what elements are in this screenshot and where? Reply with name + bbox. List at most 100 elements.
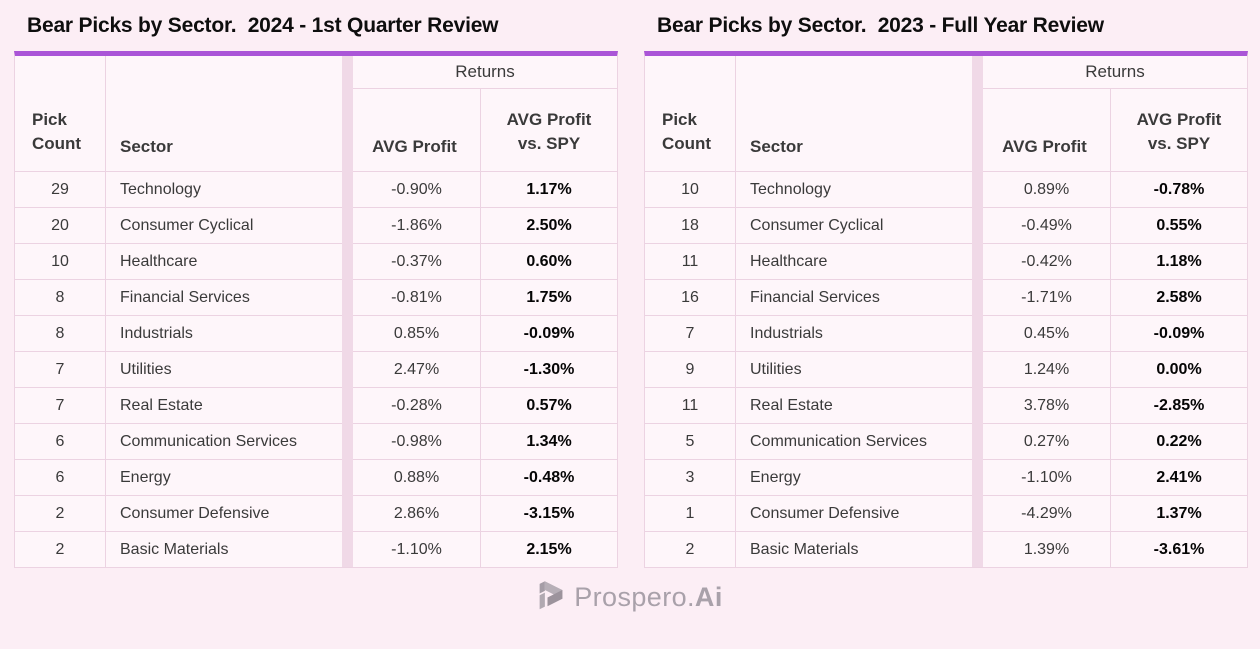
- cell-avg-profit: 0.88%: [353, 459, 481, 495]
- cell-pick-count: 1: [645, 495, 736, 531]
- cell-sector: Energy: [106, 459, 342, 495]
- column-gap-spacer: [972, 315, 983, 351]
- table-row: 6 Communication Services -0.98% 1.34%: [15, 423, 617, 459]
- column-gap-spacer: [972, 423, 983, 459]
- table-row: 3 Energy -1.10% 2.41%: [645, 459, 1247, 495]
- column-header-avg-profit-vs-spy: AVG Profit vs. SPY: [1136, 109, 1222, 154]
- column-header-avg-profit: AVG Profit: [353, 89, 481, 171]
- cell-pick-count: 2: [645, 531, 736, 567]
- cell-avg-profit-vs-spy: 2.50%: [481, 207, 617, 243]
- cell-pick-count: 7: [15, 387, 106, 423]
- column-gap-spacer: [342, 279, 353, 315]
- table-body: 10 Technology 0.89% -0.78% 18 Consumer Cyclic…: [645, 171, 1247, 567]
- cell-sector: Financial Services: [106, 279, 342, 315]
- table-row: 11 Healthcare -0.42% 1.18%: [645, 243, 1247, 279]
- cell-pick-count: 16: [645, 279, 736, 315]
- cell-avg-profit: -0.81%: [353, 279, 481, 315]
- cell-avg-profit-vs-spy: 1.18%: [1111, 243, 1247, 279]
- column-gap-spacer: [342, 387, 353, 423]
- table-title: Bear Picks by Sector. 2023 - Full Year R…: [657, 14, 1104, 37]
- cell-avg-profit-vs-spy: 1.34%: [481, 423, 617, 459]
- table-row: 5 Communication Services 0.27% 0.22%: [645, 423, 1247, 459]
- column-gap-spacer: [972, 387, 983, 423]
- cell-sector: Basic Materials: [736, 531, 972, 567]
- table-row: 2 Basic Materials -1.10% 2.15%: [15, 531, 617, 567]
- cell-avg-profit: 2.47%: [353, 351, 481, 387]
- column-gap-spacer: [972, 243, 983, 279]
- bear-picks-section-2024-q1: Bear Picks by Sector. 2024 - 1st Quarter…: [14, 0, 618, 568]
- cell-sector: Communication Services: [106, 423, 342, 459]
- bear-picks-section-2023-fy: Bear Picks by Sector. 2023 - Full Year R…: [644, 0, 1248, 568]
- cell-avg-profit-vs-spy: -0.09%: [1111, 315, 1247, 351]
- cell-sector: Technology: [736, 171, 972, 207]
- cell-avg-profit-vs-spy: 0.00%: [1111, 351, 1247, 387]
- table-row: 2 Basic Materials 1.39% -3.61%: [645, 531, 1247, 567]
- cell-avg-profit: -4.29%: [983, 495, 1111, 531]
- bear-picks-table-2023-fy: Pick Count Sector Returns AVG Profit AVG…: [644, 51, 1248, 568]
- cell-avg-profit-vs-spy: 2.41%: [1111, 459, 1247, 495]
- cell-avg-profit: -1.10%: [983, 459, 1111, 495]
- cell-sector: Technology: [106, 171, 342, 207]
- cell-pick-count: 3: [645, 459, 736, 495]
- table-row: 20 Consumer Cyclical -1.86% 2.50%: [15, 207, 617, 243]
- cell-avg-profit-vs-spy: 2.58%: [1111, 279, 1247, 315]
- cell-avg-profit: 0.27%: [983, 423, 1111, 459]
- logo-text: Prospero.Ai: [574, 582, 722, 613]
- cell-sector: Financial Services: [736, 279, 972, 315]
- cell-avg-profit: 1.39%: [983, 531, 1111, 567]
- cell-avg-profit-vs-spy: 0.22%: [1111, 423, 1247, 459]
- column-gap-spacer: [342, 495, 353, 531]
- column-header-avg-profit-vs-spy: AVG Profit vs. SPY: [506, 109, 592, 154]
- cell-sector: Industrials: [106, 315, 342, 351]
- cell-avg-profit-vs-spy: -0.09%: [481, 315, 617, 351]
- cell-avg-profit: 3.78%: [983, 387, 1111, 423]
- table-body: 29 Technology -0.90% 1.17% 20 Consumer Cyclic…: [15, 171, 617, 567]
- cell-avg-profit: -0.90%: [353, 171, 481, 207]
- column-gap-spacer: [972, 531, 983, 567]
- column-group-header-returns: Returns: [983, 56, 1247, 89]
- column-header-sector: Sector: [750, 137, 803, 156]
- cell-avg-profit-vs-spy: -2.85%: [1111, 387, 1247, 423]
- cell-avg-profit: 0.89%: [983, 171, 1111, 207]
- table-row: 10 Healthcare -0.37% 0.60%: [15, 243, 617, 279]
- cell-avg-profit: -0.49%: [983, 207, 1111, 243]
- cell-sector: Consumer Cyclical: [106, 207, 342, 243]
- cell-sector: Healthcare: [106, 243, 342, 279]
- column-gap-spacer: [342, 315, 353, 351]
- cell-avg-profit-vs-spy: 0.57%: [481, 387, 617, 423]
- table-row: 6 Energy 0.88% -0.48%: [15, 459, 617, 495]
- column-gap-spacer: [342, 171, 353, 207]
- cell-avg-profit-vs-spy: -3.15%: [481, 495, 617, 531]
- column-gap-spacer: [342, 423, 353, 459]
- column-header-sector: Sector: [120, 137, 173, 156]
- cell-pick-count: 18: [645, 207, 736, 243]
- cell-sector: Communication Services: [736, 423, 972, 459]
- table-row: 7 Industrials 0.45% -0.09%: [645, 315, 1247, 351]
- cell-avg-profit: -0.28%: [353, 387, 481, 423]
- column-header-avg-profit: AVG Profit: [983, 89, 1111, 171]
- cell-pick-count: 2: [15, 531, 106, 567]
- column-header-pick-count: Pick Count: [645, 56, 736, 171]
- cell-pick-count: 8: [15, 279, 106, 315]
- table-row: 8 Financial Services -0.81% 1.75%: [15, 279, 617, 315]
- cell-sector: Consumer Cyclical: [736, 207, 972, 243]
- column-gap-spacer: [972, 207, 983, 243]
- prospero-logo-icon: [539, 581, 563, 610]
- column-gap-spacer: [342, 351, 353, 387]
- cell-sector: Consumer Defensive: [736, 495, 972, 531]
- column-gap-spacer: [342, 243, 353, 279]
- column-gap-spacer: [342, 531, 353, 567]
- cell-pick-count: 7: [15, 351, 106, 387]
- cell-avg-profit: -1.71%: [983, 279, 1111, 315]
- cell-avg-profit-vs-spy: 1.37%: [1111, 495, 1247, 531]
- table-header: Pick Count Sector Returns AVG Profit AVG…: [15, 56, 617, 171]
- table-row: 9 Utilities 1.24% 0.00%: [645, 351, 1247, 387]
- cell-avg-profit: -1.86%: [353, 207, 481, 243]
- cell-avg-profit: 0.85%: [353, 315, 481, 351]
- cell-avg-profit-vs-spy: 0.55%: [1111, 207, 1247, 243]
- table-row: 2 Consumer Defensive 2.86% -3.15%: [15, 495, 617, 531]
- cell-sector: Utilities: [736, 351, 972, 387]
- table-row: 11 Real Estate 3.78% -2.85%: [645, 387, 1247, 423]
- table-row: 7 Real Estate -0.28% 0.57%: [15, 387, 617, 423]
- table-row: 18 Consumer Cyclical -0.49% 0.55%: [645, 207, 1247, 243]
